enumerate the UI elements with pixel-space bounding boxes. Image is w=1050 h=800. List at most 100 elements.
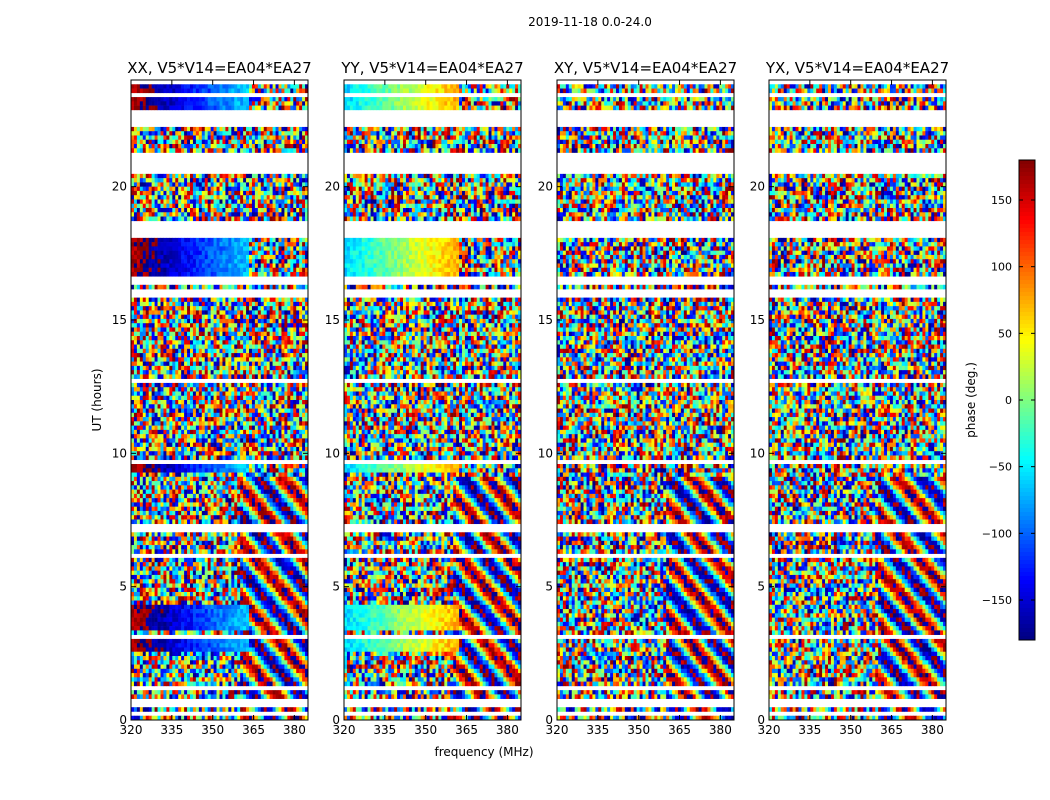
heat-cell (240, 421, 244, 426)
heat-cell (299, 131, 303, 136)
heat-cell (243, 481, 247, 486)
heat-cell (272, 481, 276, 486)
heat-cell (234, 242, 238, 247)
heat-cell (145, 310, 149, 315)
heat-cell (195, 425, 200, 431)
heat-cell (296, 208, 300, 213)
heat-cell (172, 208, 176, 213)
heat-cell (210, 126, 214, 132)
heat-cell (272, 267, 276, 273)
heat-cell (172, 250, 176, 256)
heat-cell (275, 250, 279, 256)
heat-cell (151, 510, 155, 516)
heat-cell (204, 105, 208, 111)
heat-cell (249, 365, 253, 371)
heat-cell (299, 472, 303, 478)
heat-cell (251, 519, 256, 525)
heat-cell (251, 297, 256, 303)
heat-cell (166, 84, 170, 89)
heat-cell (201, 400, 206, 405)
heat-cell (243, 182, 247, 187)
heat-cell (225, 446, 229, 452)
heat-cell (160, 472, 164, 478)
heat-cell (213, 519, 217, 525)
heat-cell (222, 395, 226, 401)
heat-cell (154, 489, 158, 495)
heat-cell (216, 135, 220, 141)
heat-cell (166, 502, 170, 507)
heat-cell (198, 382, 203, 388)
heat-cell (216, 404, 220, 409)
heat-cell (133, 131, 138, 136)
heat-cell (187, 446, 191, 452)
heat-cell (207, 208, 211, 213)
heat-cell (175, 382, 179, 388)
heat-cell (192, 259, 197, 264)
heat-cell (272, 101, 276, 106)
heat-cell (299, 506, 303, 512)
heat-cell (131, 97, 135, 102)
heat-cell (231, 421, 235, 426)
heat-cell (175, 421, 179, 426)
heat-cell (157, 97, 161, 102)
heat-cell (148, 532, 152, 537)
heat-cell (231, 387, 235, 392)
heat-cell (210, 493, 214, 499)
heat-cell (281, 88, 285, 94)
heat-cell (302, 327, 306, 333)
heat-cell (216, 148, 220, 153)
heat-cell (192, 190, 197, 196)
heat-cell (169, 139, 173, 145)
heat-cell (305, 365, 309, 371)
heat-cell (163, 365, 167, 371)
heat-cell (210, 306, 214, 311)
heat-cell (178, 84, 182, 89)
heat-cell (237, 348, 241, 354)
heat-cell (136, 97, 141, 102)
heat-cell (216, 126, 220, 132)
heat-cell (136, 429, 141, 435)
heat-cell (204, 434, 208, 439)
heat-cell (237, 272, 241, 277)
heat-cell (169, 297, 173, 303)
heat-cell (275, 263, 279, 269)
heat-cell (266, 323, 270, 328)
heat-cell (160, 246, 164, 251)
heat-cell (275, 203, 279, 209)
heat-cell (251, 195, 256, 200)
heat-cell (169, 131, 173, 136)
heat-cell (181, 208, 185, 213)
heat-cell (151, 365, 155, 371)
heat-cell (169, 259, 173, 264)
heat-cell (281, 519, 285, 525)
heat-cell (181, 301, 185, 307)
heat-cell (281, 476, 285, 482)
heat-cell (290, 246, 294, 251)
heat-cell (251, 455, 256, 461)
heat-cell (260, 144, 265, 149)
heat-cell (192, 340, 197, 345)
heat-cell (213, 216, 217, 222)
heat-cell (136, 195, 141, 200)
heat-cell (160, 510, 164, 516)
heat-cell (154, 306, 158, 311)
heat-cell (175, 451, 179, 456)
heat-cell (290, 84, 294, 89)
heat-cell (187, 199, 191, 205)
heat-cell (240, 446, 244, 452)
heat-cell (275, 195, 279, 200)
heat-cell (269, 408, 273, 414)
heat-cell (192, 139, 197, 145)
heat-cell (201, 382, 206, 388)
heat-cell (184, 237, 188, 243)
heat-cell (139, 425, 144, 431)
heat-cell (269, 267, 273, 273)
heat-cell (290, 212, 294, 217)
heat-cell (195, 263, 200, 269)
heat-cell (302, 442, 306, 448)
heat-cell (181, 314, 185, 320)
heat-cell (219, 476, 223, 482)
heat-cell (305, 361, 309, 367)
heat-cell (216, 182, 220, 187)
heat-cell (198, 88, 203, 94)
